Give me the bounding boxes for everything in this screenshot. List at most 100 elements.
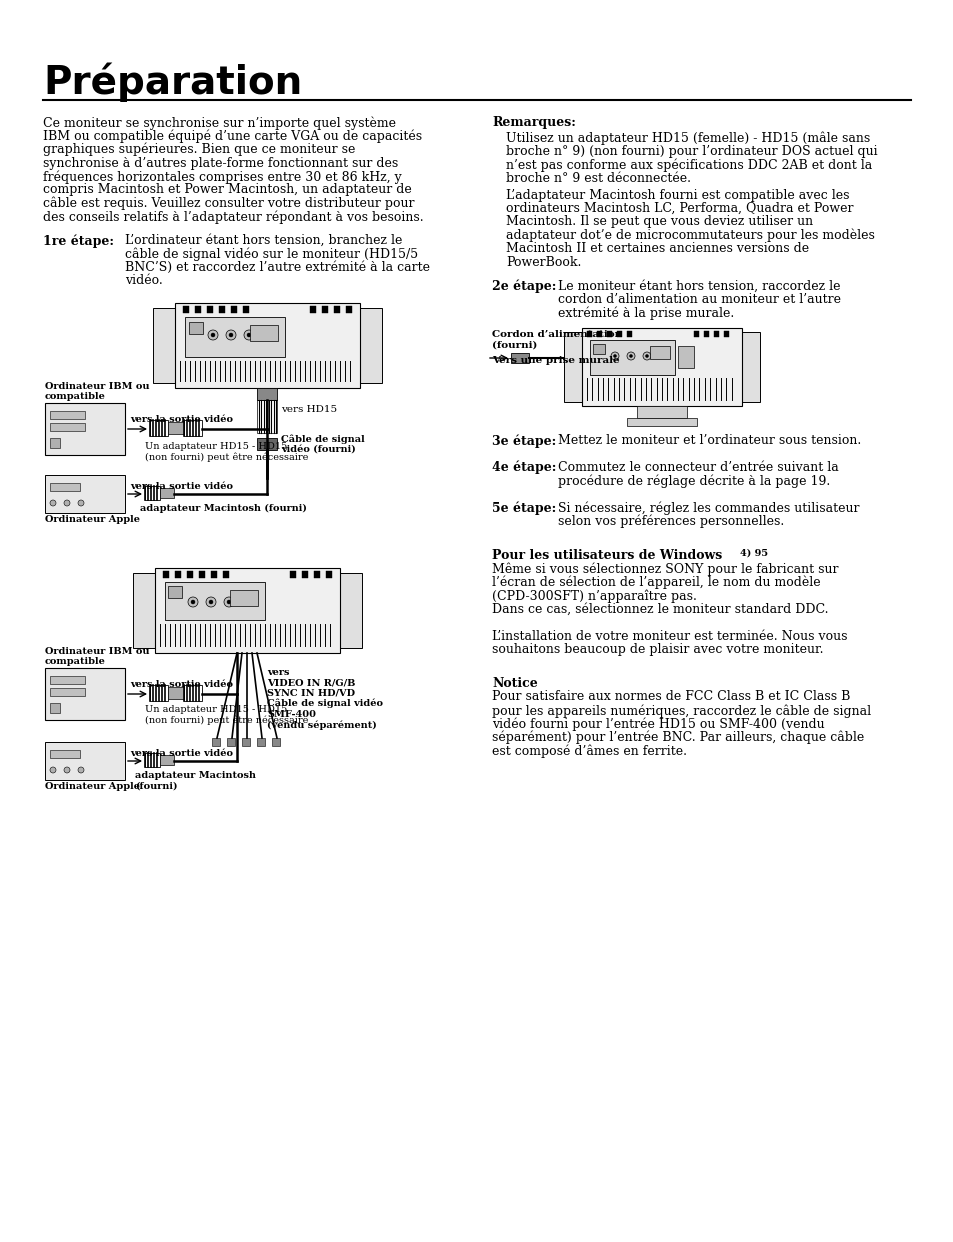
Text: Utilisez un adaptateur HD15 (femelle) - HD15 (mâle sans: Utilisez un adaptateur HD15 (femelle) - … (505, 132, 869, 145)
Bar (189, 322, 203, 334)
Text: Ordinateur IBM ou
compatible: Ordinateur IBM ou compatible (45, 647, 150, 666)
Text: BNC’S) et raccordez l’autre extrémité à la carte: BNC’S) et raccordez l’autre extrémité à … (125, 261, 430, 274)
Bar (150, 686, 168, 700)
Bar (242, 738, 250, 746)
Text: 3e étape:: 3e étape: (492, 433, 556, 447)
Text: 4e étape:: 4e étape: (492, 461, 556, 474)
Text: souhaitons beaucoup de plaisir avec votre moniteur.: souhaitons beaucoup de plaisir avec votr… (492, 643, 822, 656)
Bar (256, 438, 276, 450)
Text: extrémité à la prise murale.: extrémité à la prise murale. (558, 307, 734, 320)
Bar (256, 388, 276, 400)
Text: adaptateur dot’e de microcommutateurs pour les modèles: adaptateur dot’e de microcommutateurs po… (505, 229, 874, 242)
Circle shape (206, 597, 215, 607)
Text: Pour satisfaire aux normes de FCC Class B et IC Class B: Pour satisfaire aux normes de FCC Class … (492, 691, 849, 703)
Bar (227, 738, 234, 746)
Bar (168, 687, 184, 699)
Bar (207, 306, 213, 313)
Bar (50, 438, 60, 448)
Text: Macintosh II et certaines anciennes versions de: Macintosh II et certaines anciennes vers… (505, 242, 808, 256)
Bar (50, 424, 85, 431)
Circle shape (227, 600, 231, 604)
Bar (256, 738, 265, 746)
Text: câble de signal vidéo sur le moniteur (HD15/5: câble de signal vidéo sur le moniteur (H… (125, 247, 417, 261)
Text: séparément) pour l’entrée BNC. Par ailleurs, chaque câble: séparément) pour l’entrée BNC. Par aille… (492, 732, 863, 744)
Text: Remarques:: Remarques: (492, 116, 576, 129)
Text: fréquences horizontales comprises entre 30 et 86 kHz, y: fréquences horizontales comprises entre … (43, 170, 401, 184)
Bar (160, 755, 173, 765)
Bar (211, 571, 216, 578)
Bar (593, 344, 604, 354)
Circle shape (208, 330, 218, 340)
Text: 1re étape:: 1re étape: (43, 233, 113, 247)
Circle shape (247, 333, 251, 337)
Bar (154, 568, 339, 653)
Bar (256, 400, 276, 433)
Bar (606, 332, 612, 337)
Text: L’installation de votre moniteur est terminée. Nous vous: L’installation de votre moniteur est ter… (492, 630, 846, 643)
Bar (334, 306, 339, 313)
Bar (45, 741, 125, 780)
Text: Câble de signal vidéo
SMF-400
(vendu séparément): Câble de signal vidéo SMF-400 (vendu sép… (267, 699, 382, 730)
Bar (589, 340, 675, 375)
Text: broche n° 9 est déconnectée.: broche n° 9 est déconnectée. (505, 171, 690, 185)
Bar (637, 406, 686, 419)
Bar (230, 590, 257, 606)
Bar (50, 703, 60, 713)
Text: Ce moniteur se synchronise sur n’importe quel système: Ce moniteur se synchronise sur n’importe… (43, 116, 395, 129)
Bar (678, 347, 693, 368)
Text: adaptateur Macintosh
(fourni): adaptateur Macintosh (fourni) (135, 771, 255, 790)
Text: vidéo fourni pour l’entrée HD15 ou SMF-400 (vendu: vidéo fourni pour l’entrée HD15 ou SMF-4… (492, 718, 823, 732)
Bar (693, 332, 699, 337)
Bar (617, 332, 621, 337)
Bar (703, 332, 708, 337)
Bar (160, 488, 173, 498)
Text: Un adaptateur HD15 - HD15
(non fourni) peut être nécessaire: Un adaptateur HD15 - HD15 (non fourni) p… (145, 705, 308, 725)
Text: synchronise à d’autres plate-forme fonctionnant sur des: synchronise à d’autres plate-forme fonct… (43, 156, 397, 169)
Text: Commutez le connecteur d’entrée suivant la: Commutez le connecteur d’entrée suivant … (558, 461, 838, 474)
Bar (346, 306, 352, 313)
Circle shape (229, 333, 233, 337)
Bar (511, 353, 529, 363)
Text: vers
VIDEO IN R/G/B
SYNC IN HD/VD: vers VIDEO IN R/G/B SYNC IN HD/VD (267, 668, 355, 698)
Text: Câble de signal
vidéo (fourni): Câble de signal vidéo (fourni) (281, 433, 364, 453)
Text: vers la sortie vidéo: vers la sortie vidéo (130, 415, 233, 424)
Circle shape (188, 597, 198, 607)
Bar (597, 332, 601, 337)
Bar (150, 420, 168, 436)
Text: Préparation: Préparation (43, 62, 302, 102)
Text: Le moniteur étant hors tension, raccordez le: Le moniteur étant hors tension, raccorde… (558, 279, 840, 293)
Bar (339, 573, 361, 648)
Text: vers la sortie vidéo: vers la sortie vidéo (130, 749, 233, 758)
Bar (243, 306, 249, 313)
Bar (45, 668, 125, 720)
Text: selon vos préférences personnelles.: selon vos préférences personnelles. (558, 515, 783, 529)
Circle shape (78, 501, 84, 505)
Bar (326, 571, 332, 578)
Circle shape (224, 597, 233, 607)
Bar (184, 686, 202, 700)
Bar (185, 317, 285, 356)
Bar (174, 303, 359, 388)
Text: Ordinateur Apple: Ordinateur Apple (45, 782, 140, 791)
Bar (212, 738, 220, 746)
Bar (302, 571, 308, 578)
Bar (168, 422, 184, 433)
Bar (50, 411, 85, 419)
Text: (CPD-300SFT) n’apparaître pas.: (CPD-300SFT) n’apparaître pas. (492, 589, 696, 602)
Circle shape (64, 501, 70, 505)
Text: vers la sortie vidéo: vers la sortie vidéo (130, 681, 233, 689)
Bar (199, 571, 205, 578)
Text: broche n° 9) (non fourni) pour l’ordinateur DOS actuel qui: broche n° 9) (non fourni) pour l’ordinat… (505, 145, 877, 158)
Circle shape (645, 354, 648, 358)
Text: Pour les utilisateurs de Windows: Pour les utilisateurs de Windows (492, 549, 721, 561)
Bar (168, 586, 182, 597)
Text: Si nécessaire, réglez les commandes utilisateur: Si nécessaire, réglez les commandes util… (558, 502, 859, 515)
Text: Ordinateur IBM ou
compatible: Ordinateur IBM ou compatible (45, 381, 150, 401)
Bar (322, 306, 328, 313)
Bar (723, 332, 728, 337)
Circle shape (626, 351, 635, 360)
Bar (649, 347, 669, 359)
Text: Notice: Notice (492, 677, 537, 691)
Text: 5e étape:: 5e étape: (492, 502, 556, 515)
Text: des conseils relatifs à l’adaptateur répondant à vos besoins.: des conseils relatifs à l’adaptateur rép… (43, 210, 423, 224)
